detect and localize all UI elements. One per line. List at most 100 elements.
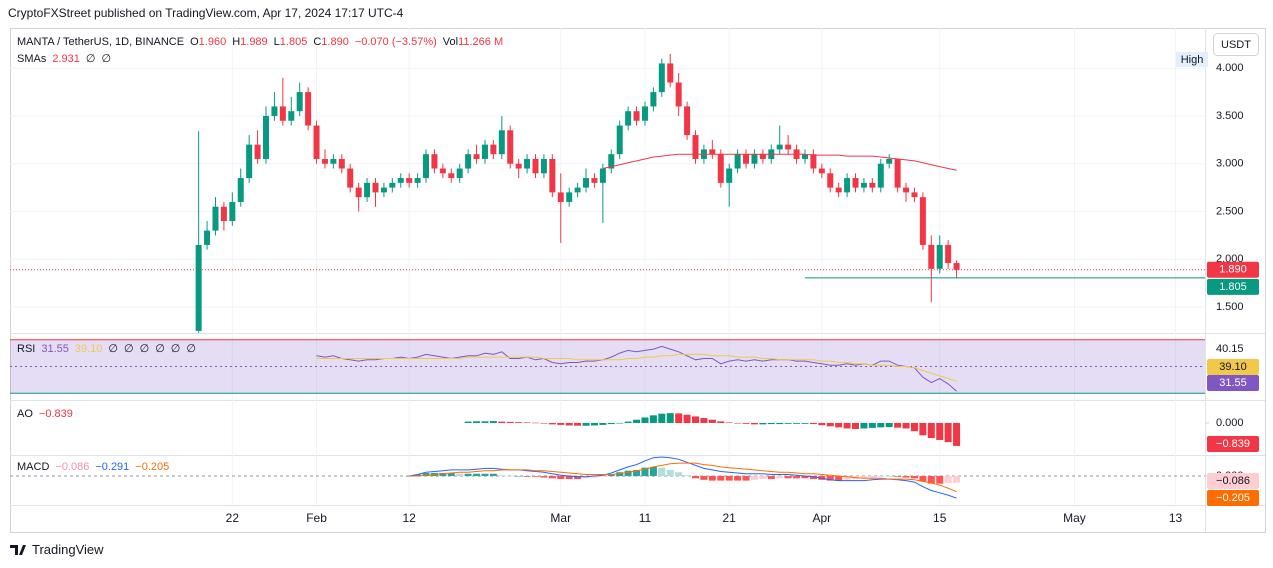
ao-bar	[616, 422, 624, 424]
macd-histogram-bar	[708, 476, 716, 481]
candle-body	[894, 158, 901, 188]
candle-body	[886, 158, 893, 164]
legend-item: 31.55	[41, 343, 69, 355]
candle-body	[936, 244, 943, 269]
macd-histogram-bar	[734, 476, 742, 481]
macd-histogram-bar	[439, 472, 447, 477]
value-label-box	[1207, 375, 1259, 391]
macd-line	[409, 462, 957, 493]
candle-body	[313, 125, 320, 159]
candle-body	[212, 206, 219, 231]
candle-body	[633, 111, 640, 121]
legend-row: RSI 31.55 39.10 ∅ ∅ ∅ ∅ ∅ ∅	[17, 343, 196, 355]
macd-histogram-bar	[506, 476, 514, 477]
high-label: High	[1181, 54, 1204, 66]
candle-body	[380, 187, 387, 193]
logo-icon	[10, 545, 26, 555]
sma-line	[602, 153, 957, 171]
legend-row: MANTA / TetherUS, 1D, BINANCE O1.960 H1.98…	[17, 36, 503, 48]
legend-item: 1.989	[240, 36, 268, 48]
ao-bar	[936, 422, 944, 440]
macd-histogram-bar	[784, 476, 792, 479]
candle-body	[827, 173, 834, 188]
x-tick-label: Feb	[306, 511, 327, 525]
ao-bar	[489, 421, 497, 423]
legend-row: MACD −0.086 −0.291 −0.205	[17, 461, 169, 473]
ao-bar	[944, 422, 952, 443]
y-tick-label: 3.500	[1216, 110, 1244, 122]
value-label: −0.086	[1216, 475, 1250, 487]
frame	[10, 28, 1266, 533]
x-tick-label: 11	[639, 511, 652, 525]
candle-body	[439, 168, 446, 174]
ao-bar	[919, 422, 927, 436]
candle-body	[524, 158, 531, 169]
legend-item: 1.805	[280, 36, 308, 48]
legend-item: −0.291	[95, 461, 129, 473]
x-tick-label: Apr	[812, 511, 831, 525]
macd-histogram-bar	[658, 467, 666, 477]
value-label: 31.55	[1219, 377, 1247, 389]
y-tick-label: 4.000	[1216, 62, 1244, 74]
macd-histogram-bar	[750, 476, 758, 480]
ao-bar	[523, 422, 531, 423]
candle-body	[919, 197, 926, 245]
candle-body	[759, 154, 766, 159]
candle-body	[305, 92, 312, 126]
plots: 22 Feb 12 Mar 11 21 Apr 15 May 131.5002.0002.5003…	[10, 28, 1265, 532]
ao-bar	[725, 422, 733, 423]
currency-button[interactable]	[1213, 33, 1259, 56]
x-tick-label: 21	[723, 511, 737, 525]
candle-body	[650, 92, 657, 107]
legend-row: SMAs 2.931 ∅ ∅	[17, 53, 111, 65]
macd-histogram-bar	[590, 476, 598, 478]
value-label-box	[1207, 490, 1259, 506]
value-label: 39.10	[1219, 361, 1247, 373]
candle-body	[507, 130, 514, 164]
value-label-box	[1207, 278, 1259, 295]
legend-item: 1.890	[321, 36, 349, 48]
macd-histogram-bar	[675, 472, 683, 477]
ao-bar	[700, 418, 708, 423]
candle-body	[330, 158, 337, 164]
legend-item: AO	[17, 408, 33, 420]
ao-bar	[885, 422, 893, 428]
x-tick-label: 12	[402, 511, 416, 525]
candle-body	[818, 168, 825, 174]
value-label: 1.890	[1219, 264, 1247, 276]
candle-body	[557, 192, 564, 202]
ao-bar	[557, 422, 565, 425]
ao-bar	[818, 422, 826, 426]
candle-body	[473, 154, 480, 159]
ao-bar	[852, 422, 860, 430]
ao-bar	[860, 422, 868, 429]
candle-body	[540, 158, 547, 174]
candle-body	[397, 178, 404, 183]
high-badge	[1176, 52, 1208, 67]
ao-bar	[793, 422, 801, 424]
legend-item: MACD	[17, 461, 49, 473]
candle-body	[608, 154, 615, 169]
candle-body	[869, 182, 876, 188]
ao-bar	[464, 421, 472, 423]
macd-histogram-bar	[793, 476, 801, 479]
legend-item: H	[232, 36, 240, 48]
macd-histogram-bar	[885, 476, 893, 477]
macd-histogram-bar	[531, 476, 539, 477]
macd-line	[409, 456, 957, 499]
legend-item: ∅	[140, 343, 150, 355]
ao-bar	[734, 422, 742, 424]
macd-histogram-bar	[868, 476, 876, 478]
macd-histogram-bar	[633, 469, 641, 477]
candle-body	[364, 182, 371, 198]
ao-bar	[708, 419, 716, 423]
macd-histogram-bar	[624, 470, 632, 477]
candle-body	[549, 158, 556, 193]
macd-histogram-bar	[405, 476, 413, 477]
candle-body	[616, 125, 623, 155]
candle-body	[414, 178, 421, 183]
macd-histogram-bar	[565, 476, 573, 480]
candle-body	[204, 230, 211, 245]
